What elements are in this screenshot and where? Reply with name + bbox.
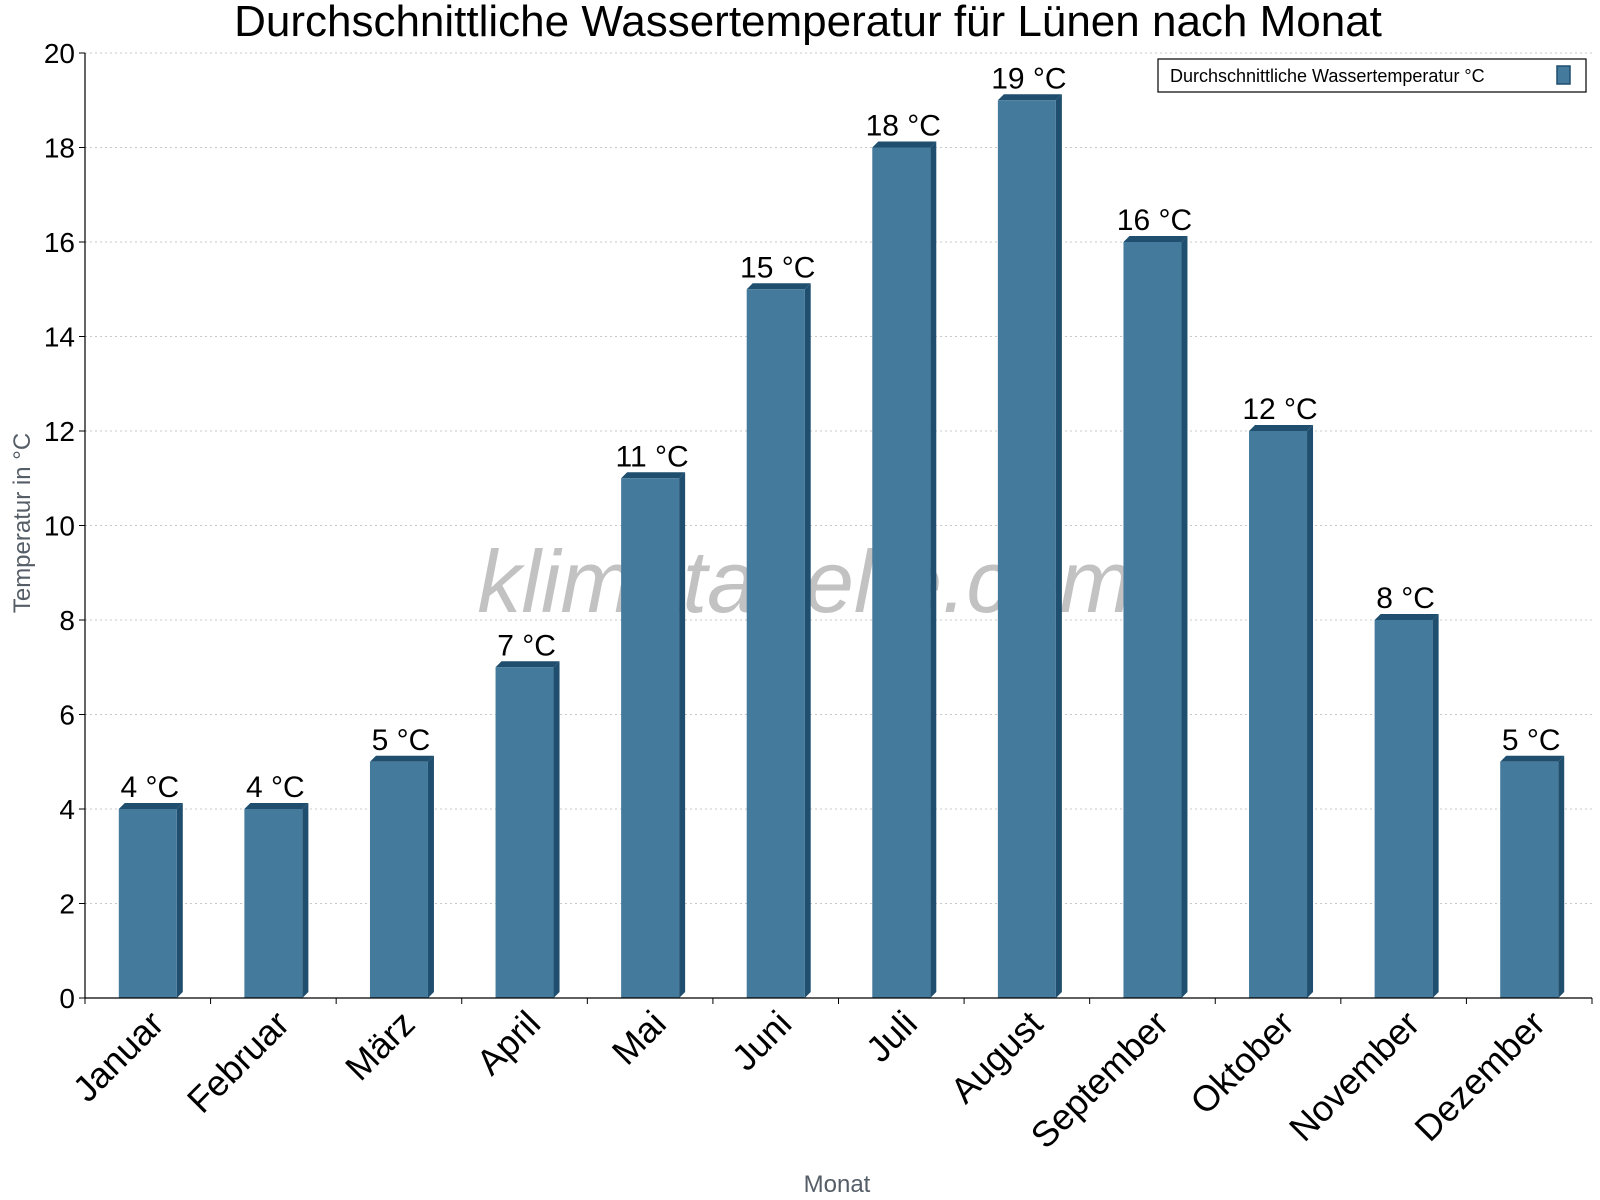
y-tick-label: 12: [44, 416, 75, 447]
bar-top: [1123, 236, 1188, 242]
data-label: 8 °C: [1376, 582, 1435, 615]
bar-top: [997, 94, 1062, 101]
bar-top: [621, 472, 686, 479]
bar: [1500, 761, 1559, 998]
bar-top: [495, 661, 560, 668]
bar-top: [118, 803, 183, 809]
chart-title: Durchschnittliche Wassertemperatur für L…: [234, 0, 1382, 46]
bars: [118, 94, 1565, 998]
y-tick-label: 4: [59, 794, 75, 825]
axes: [79, 52, 1593, 1004]
y-tick-label: 2: [59, 889, 75, 920]
bar: [369, 761, 428, 998]
y-axis-title: Temperatur in °C: [9, 433, 36, 613]
legend-label: Durchschnittliche Wassertemperatur °C: [1170, 66, 1485, 86]
legend-swatch: [1556, 65, 1571, 85]
legend-box: [1157, 58, 1587, 93]
data-label: 15 °C: [740, 251, 815, 284]
bar-side: [302, 803, 309, 998]
data-label: 18 °C: [866, 110, 941, 143]
data-label: 19 °C: [991, 62, 1066, 95]
bar-top: [369, 755, 434, 762]
data-label: 5 °C: [372, 724, 431, 757]
bar-side: [427, 755, 434, 998]
bar-side: [1181, 236, 1188, 998]
y-tick-label: 20: [44, 38, 75, 69]
data-label: 12 °C: [1242, 393, 1317, 426]
data-label: 7 °C: [497, 629, 556, 662]
data-label: 4 °C: [246, 771, 305, 804]
bar-side: [679, 472, 686, 998]
bar-side: [553, 661, 560, 998]
data-label: 4 °C: [120, 771, 179, 804]
data-label: 11 °C: [616, 440, 689, 473]
y-tick-label: 6: [59, 700, 75, 731]
data-label: 16 °C: [1117, 204, 1192, 237]
bar-side: [1307, 425, 1314, 998]
y-tick-label: 14: [44, 322, 75, 353]
bar: [118, 809, 177, 998]
bar: [495, 667, 554, 998]
x-axis-title: Monat: [804, 1171, 871, 1198]
bar: [997, 100, 1056, 998]
y-tick-label: 18: [44, 133, 75, 164]
bar: [746, 289, 805, 998]
bar-side: [930, 141, 937, 998]
bar-top: [1249, 425, 1314, 431]
y-tick-label: 10: [44, 511, 75, 542]
bar-side: [804, 283, 811, 998]
bar-top: [1374, 614, 1439, 620]
bar-top: [1500, 755, 1565, 762]
bar: [1249, 431, 1308, 998]
bar-side: [1558, 755, 1565, 998]
grid-lines: [85, 52, 1592, 904]
data-label: 5 °C: [1502, 724, 1561, 757]
y-tick-label: 8: [59, 605, 75, 636]
bar: [244, 809, 303, 998]
bar-top: [244, 803, 309, 809]
bar-top: [872, 141, 937, 148]
bar: [872, 147, 931, 998]
y-tick-label: 0: [59, 983, 75, 1014]
bar: [621, 478, 680, 998]
bar-side: [1432, 614, 1439, 998]
bar-top: [746, 283, 811, 290]
legend: Durchschnittliche Wassertemperatur °C: [1157, 58, 1587, 93]
bar-side: [176, 803, 183, 998]
bar-side: [1055, 94, 1062, 998]
bar: [1123, 242, 1182, 998]
y-tick-label: 16: [44, 227, 75, 258]
bar: [1374, 620, 1433, 998]
